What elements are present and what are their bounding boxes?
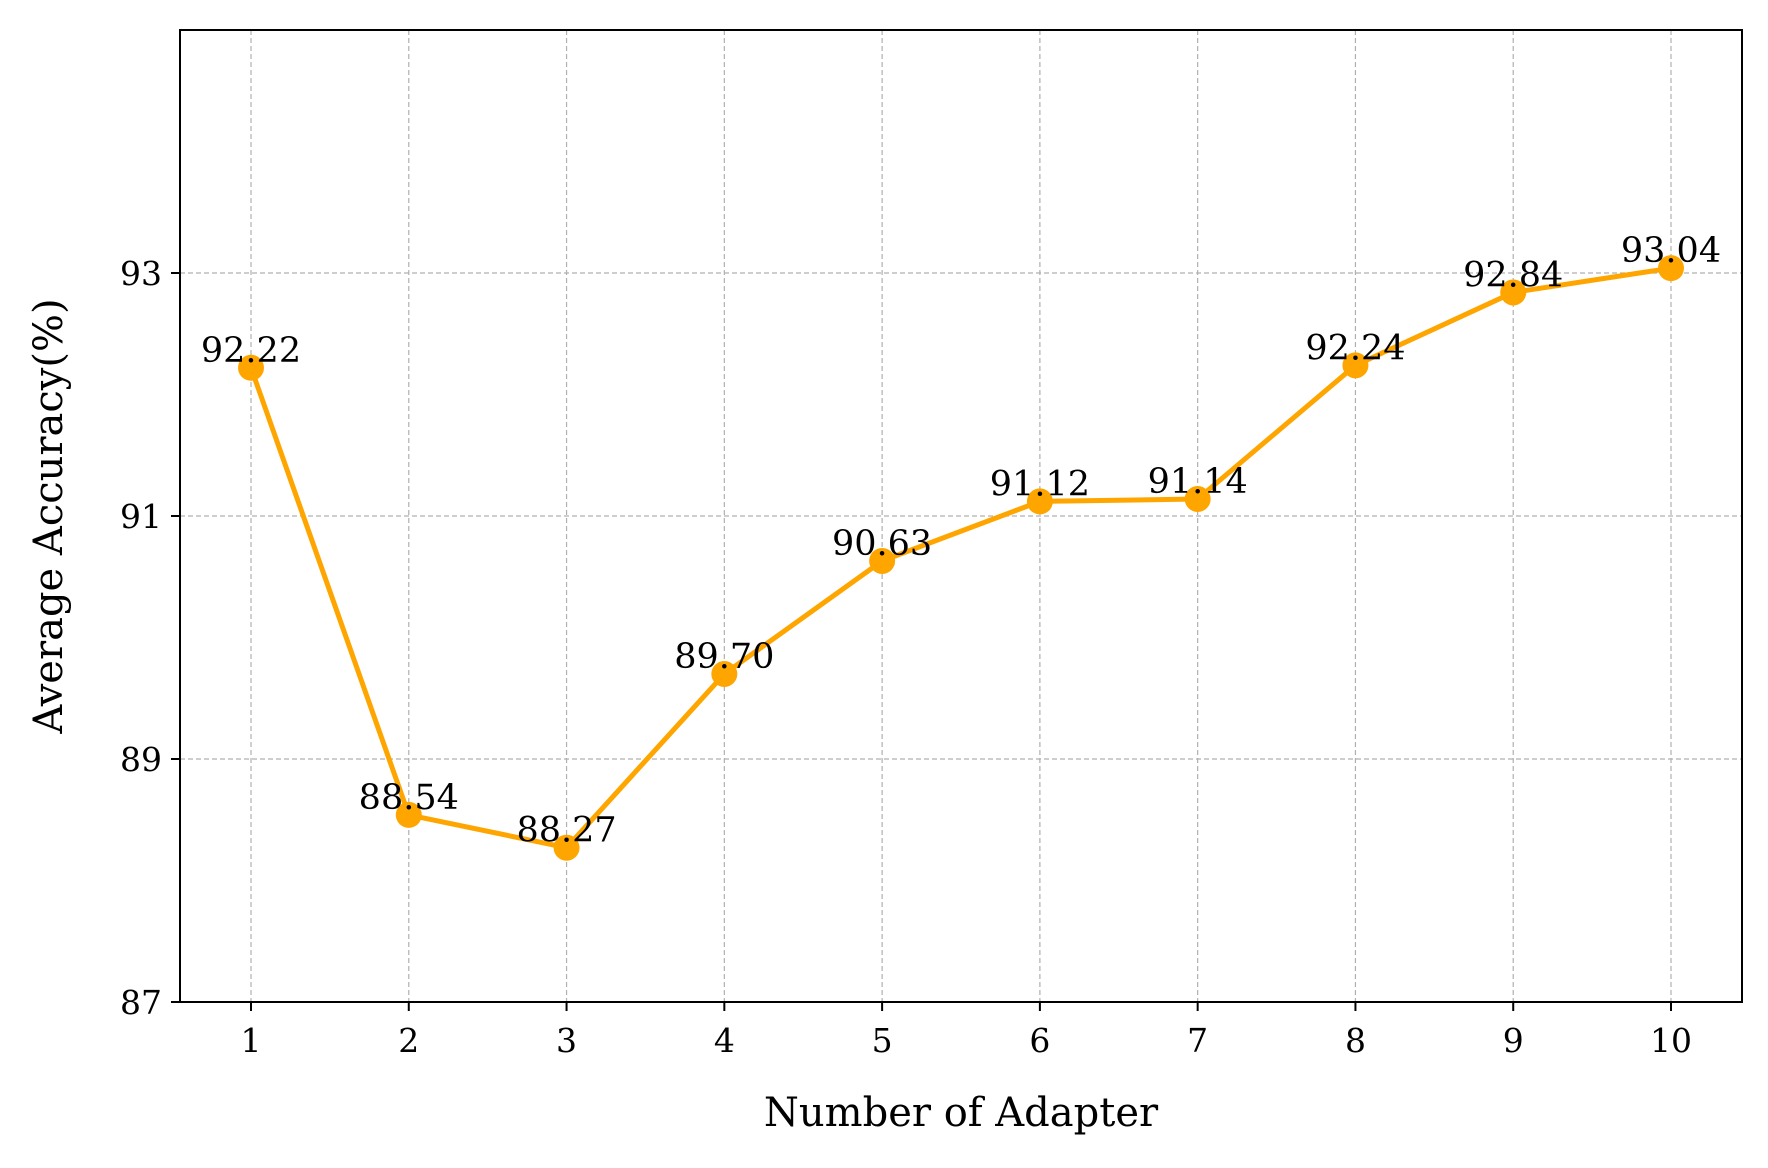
- series-layer: [238, 255, 1684, 861]
- x-tick-label: 1: [241, 1021, 262, 1060]
- x-tick-label: 10: [1650, 1021, 1692, 1060]
- data-point: [1184, 485, 1211, 512]
- data-label: 91.12: [990, 464, 1090, 504]
- data-label: 92.22: [201, 331, 301, 371]
- data-point: [1500, 279, 1527, 306]
- grid-layer: [180, 30, 1742, 1002]
- data-point: [711, 660, 738, 687]
- data-label: 90.63: [832, 524, 932, 564]
- x-tick-label: 8: [1345, 1021, 1366, 1060]
- data-point: [1342, 352, 1369, 379]
- data-label: 92.84: [1463, 255, 1563, 295]
- x-tick-label: 4: [714, 1021, 735, 1060]
- data-point: [1658, 255, 1684, 282]
- data-point: [1026, 488, 1053, 515]
- x-tick-label: 2: [398, 1021, 419, 1060]
- x-tick-label: 6: [1029, 1021, 1050, 1060]
- series-line: [248, 265, 1674, 851]
- data-point: [869, 547, 896, 574]
- y-tick-label: 87: [120, 983, 162, 1022]
- data-point: [395, 801, 422, 828]
- data-point: [238, 354, 264, 381]
- x-tick-label: 5: [872, 1021, 893, 1060]
- x-axis-label: Number of Adapter: [764, 1090, 1159, 1136]
- data-point: [553, 834, 580, 861]
- data-label: 88.27: [516, 811, 616, 851]
- x-tick-label: 9: [1503, 1021, 1524, 1060]
- data-labels-layer: 92.22 88.54 88.27 89.70 90.63 91.12 91.14 92.24…: [201, 231, 1721, 851]
- y-axis-label: Average Accuracy(%): [26, 298, 72, 734]
- data-label: 93.04: [1621, 231, 1721, 271]
- x-tick-label: 3: [556, 1021, 577, 1060]
- data-label: 88.54: [359, 778, 459, 818]
- y-tick-label: 89: [120, 740, 162, 779]
- x-tick-label: 7: [1187, 1021, 1208, 1060]
- y-tick-label: 93: [120, 254, 162, 293]
- data-label: 91.14: [1148, 462, 1248, 502]
- y-tick-label: 91: [120, 497, 162, 536]
- data-label: 92.24: [1305, 328, 1405, 368]
- data-label: 89.70: [674, 637, 774, 677]
